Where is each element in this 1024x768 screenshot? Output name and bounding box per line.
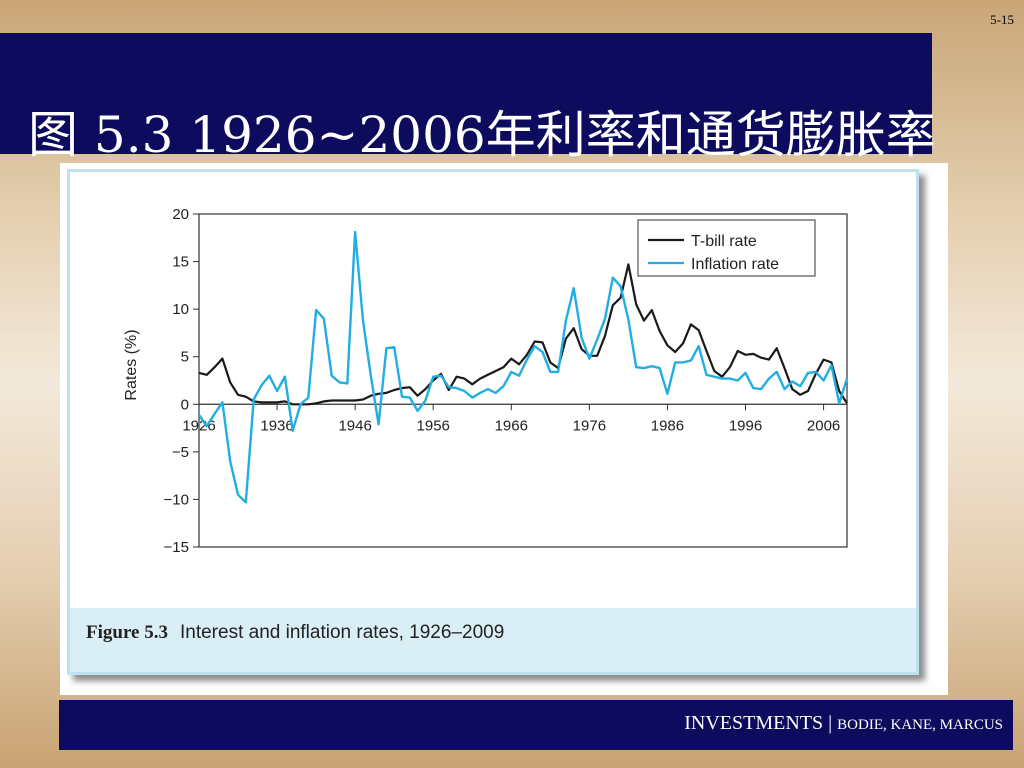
legend-label-tbill: T-bill rate: [691, 233, 757, 250]
y-tick-label: 0: [181, 396, 189, 413]
y-tick-label: 10: [172, 301, 189, 318]
x-tick-label: 1926: [182, 417, 215, 434]
x-tick-label: 1956: [417, 417, 450, 434]
y-tick-label: 15: [172, 254, 189, 271]
figure-caption: Figure 5.3 Interest and inflation rates, …: [86, 622, 504, 644]
y-tick-label: 20: [172, 206, 189, 223]
x-tick-label: 2006: [807, 417, 840, 434]
y-axis-label: Rates (%): [123, 329, 140, 400]
x-tick-label: 1936: [260, 417, 293, 434]
caption-label: Figure 5.3: [86, 622, 168, 643]
caption-text: Interest and inflation rates, 1926–2009: [179, 622, 505, 643]
x-tick-label: 1986: [651, 417, 684, 434]
series-line-tbill: [198, 263, 848, 406]
x-tick-label: 1996: [729, 417, 762, 434]
y-tick-label: 5: [181, 349, 189, 366]
legend-label-inflation: Inflation rate: [691, 256, 779, 273]
slide-number: 5-15: [990, 12, 1014, 27]
footer-separator: |: [823, 712, 838, 734]
figure-panel: 20 15 10 5 0 −5 −10 −15 1926 1936 1946 1956 1966 1976…: [60, 163, 948, 695]
caption-band: Figure 5.3 Interest and inflation rates, …: [70, 608, 916, 672]
y-tick-label: −10: [164, 491, 189, 508]
y-tick-label: −5: [172, 444, 189, 461]
title-bar: 图 5.3 1926~2006年利率和通货膨胀率: [0, 33, 936, 164]
footer-bar: INVESTMENTS | BODIE, KANE, MARCUS: [59, 700, 1013, 750]
y-tick-label: −15: [164, 539, 189, 556]
chart-legend: T-bill rate Inflation rate: [637, 219, 816, 277]
footer-book-title: INVESTMENTS: [684, 712, 824, 734]
series-line-inflation: [198, 230, 849, 504]
footer-text: INVESTMENTS | BODIE, KANE, MARCUS: [684, 712, 1003, 735]
x-tick-label: 1966: [495, 417, 528, 434]
footer-authors: BODIE, KANE, MARCUS: [837, 717, 1003, 733]
line-chart: 20 15 10 5 0 −5 −10 −15 1926 1936 1946 1956 1966 1976…: [123, 206, 849, 556]
slide-title: 图 5.3 1926~2006年利率和通货膨胀率: [28, 106, 936, 164]
x-tick-label: 1946: [338, 417, 371, 434]
figure-frame: 20 15 10 5 0 −5 −10 −15 1926 1936 1946 1956 1966 1976…: [67, 169, 919, 675]
legend-box: [637, 219, 816, 277]
x-tick-label: 1976: [573, 417, 606, 434]
